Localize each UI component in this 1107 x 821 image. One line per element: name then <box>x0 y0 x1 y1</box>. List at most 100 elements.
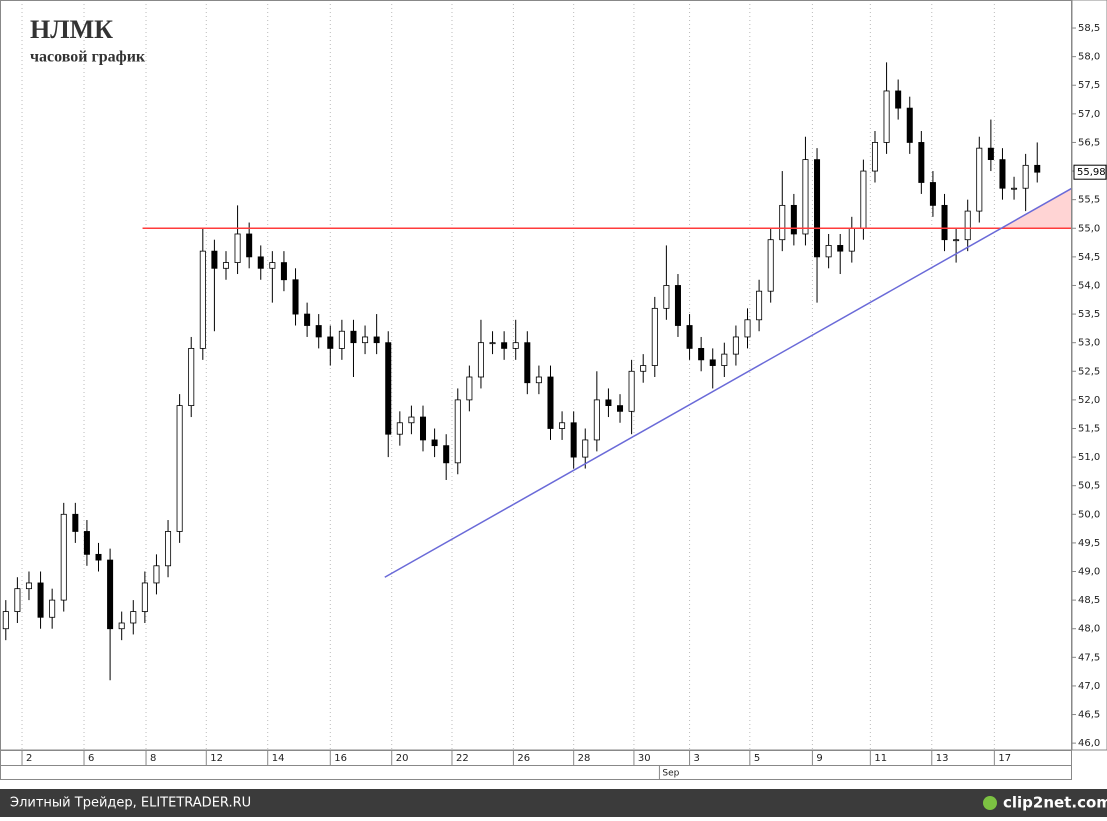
candle-body <box>964 210 971 241</box>
candle-body <box>674 285 681 326</box>
y-tick-label: 56,5 <box>1078 137 1100 148</box>
x-tick-label: 16 <box>334 753 347 764</box>
x-tick-label: 22 <box>456 753 469 764</box>
footer-bar <box>0 789 1107 817</box>
y-tick-label: 54,5 <box>1078 252 1100 263</box>
x-tick-label: 20 <box>396 753 409 764</box>
candle-body <box>1034 164 1041 173</box>
chart-title: НЛМК <box>30 15 113 44</box>
x-tick-label: 9 <box>816 753 822 764</box>
candle-body <box>419 416 427 441</box>
candle-body <box>222 262 229 269</box>
candle-body <box>385 342 392 435</box>
candle-body <box>141 582 148 612</box>
candle-body <box>559 422 566 429</box>
candle-body <box>524 342 531 384</box>
candle-body <box>130 611 137 624</box>
candle-body <box>617 405 624 412</box>
x-tick-label: 3 <box>694 753 700 764</box>
candle-body <box>107 559 114 630</box>
x-axis-row <box>0 750 1072 766</box>
y-tick-label: 49,5 <box>1078 538 1100 549</box>
candle-body <box>315 325 322 338</box>
x-tick-label: 2 <box>26 753 32 764</box>
candle-body <box>767 239 774 292</box>
candle-body <box>732 336 739 355</box>
y-tick-label: 58,5 <box>1078 23 1100 34</box>
candle-body <box>350 330 357 344</box>
candle-body <box>14 588 21 612</box>
plot-border <box>0 0 1072 751</box>
candle-body <box>327 336 334 349</box>
candle-body <box>848 227 855 252</box>
candle-body <box>628 370 635 412</box>
candle-body <box>176 405 183 532</box>
candle-body <box>165 531 172 567</box>
y-tick-label: 51,5 <box>1078 423 1100 434</box>
candle-body <box>188 347 195 407</box>
last-price-box <box>1073 164 1107 180</box>
footer-text: Элитный Трейдер, ELITETRADER.RU <box>10 796 251 811</box>
y-tick-label: 46,0 <box>1078 738 1100 749</box>
candle-body <box>999 159 1006 189</box>
candle-body <box>1022 164 1029 189</box>
candle-body <box>362 336 369 344</box>
x-tick-label: 17 <box>998 753 1011 764</box>
y-tick-label: 48,5 <box>1078 595 1100 606</box>
candle-body <box>466 376 473 401</box>
x-tick-label: 26 <box>517 753 530 764</box>
candle-body <box>72 513 79 532</box>
candle-body <box>883 90 890 143</box>
candle-body <box>1011 187 1018 190</box>
candle-body <box>593 399 600 441</box>
last-price-label: 55,98 <box>1077 167 1106 178</box>
candle-body <box>906 107 913 143</box>
candle-body <box>605 399 612 407</box>
candle-body <box>721 353 728 366</box>
y-tick-label: 58,0 <box>1078 52 1100 63</box>
y-tick-label: 54,0 <box>1078 280 1100 291</box>
candle-body <box>199 250 206 349</box>
candle-body <box>2 611 9 630</box>
candle-body <box>25 582 32 590</box>
x-tick-label: 12 <box>210 753 223 764</box>
candle-body <box>535 376 542 384</box>
candle-body <box>582 439 589 458</box>
y-tick-label: 50,5 <box>1078 481 1100 492</box>
y-tick-label: 57,5 <box>1078 80 1100 91</box>
logo-icon <box>983 796 997 810</box>
candle-body <box>756 290 763 321</box>
candle-body <box>987 147 994 161</box>
candle-body <box>814 159 821 258</box>
y-tick-label: 53,5 <box>1078 309 1100 320</box>
candle-body <box>651 307 658 366</box>
chart-subtitle: часовой график <box>30 49 146 66</box>
candle-body <box>408 416 415 424</box>
candle-body <box>640 365 647 372</box>
trend-line <box>384 187 1073 578</box>
candle-body <box>709 359 716 366</box>
candle-body <box>49 599 56 618</box>
candle-body <box>512 342 519 349</box>
x-group-row <box>0 765 1072 780</box>
x-group-label: Sep <box>662 769 679 779</box>
candle-body <box>501 342 508 349</box>
candle-body <box>269 262 276 269</box>
x-tick-label: 8 <box>150 753 156 764</box>
candle-body <box>60 513 67 601</box>
candle-body <box>95 553 102 561</box>
y-tick-label: 46,5 <box>1078 710 1100 721</box>
candle-body <box>941 204 948 241</box>
candle-body <box>83 531 90 555</box>
candle-body <box>477 342 484 378</box>
y-tick-label: 47,0 <box>1078 681 1100 692</box>
candle-body <box>895 90 902 109</box>
candle-body <box>338 330 345 349</box>
candle-body <box>234 233 241 263</box>
y-tick-label: 55,5 <box>1078 195 1100 206</box>
candle-body <box>246 233 253 258</box>
logo: clip2net.com <box>1003 794 1107 812</box>
y-tick-label: 57,0 <box>1078 109 1100 120</box>
